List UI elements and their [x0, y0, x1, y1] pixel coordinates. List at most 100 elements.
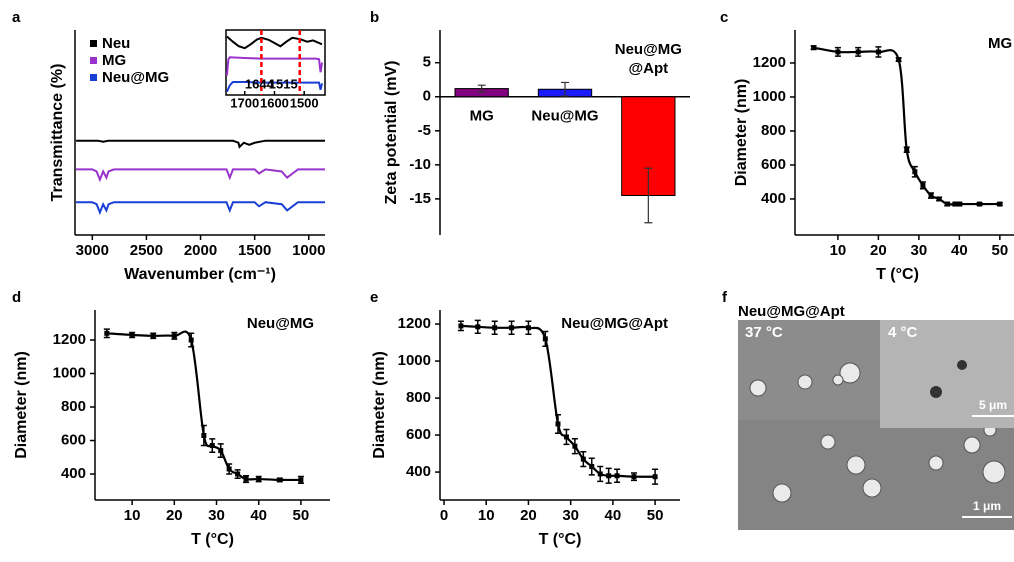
y-tick-label: 800 — [61, 398, 86, 415]
category-label-line: Neu@MG — [615, 41, 682, 58]
x-tick-label: 50 — [293, 507, 310, 524]
category-label-line: @Apt — [629, 60, 669, 77]
data-point — [952, 201, 958, 207]
x-tick-label: 40 — [605, 507, 622, 524]
x-tick-label: 0 — [440, 507, 448, 524]
data-point — [555, 421, 561, 427]
data-point — [277, 477, 283, 483]
particles — [749, 362, 1006, 503]
data-point — [875, 49, 881, 55]
y-tick-label: 1200 — [53, 331, 86, 348]
data-point — [492, 325, 498, 331]
y-tick-label: 600 — [761, 156, 786, 173]
data-point — [606, 473, 612, 479]
x-tick-label: 2500 — [130, 242, 163, 259]
x-tick-label: 20 — [520, 507, 537, 524]
panel-title: Neu@MG@Apt — [561, 315, 668, 332]
x-tick-label: 10 — [124, 507, 141, 524]
inset-image — [880, 320, 1014, 428]
y-axis-label: Transmittance (%) — [49, 64, 66, 202]
x-tick-label: 1500 — [238, 242, 271, 259]
legend-swatch — [90, 74, 97, 81]
data-point — [458, 323, 464, 329]
data-point — [589, 464, 595, 470]
particle — [957, 360, 967, 370]
x-tick-label: 20 — [166, 507, 183, 524]
data-point — [652, 474, 658, 480]
data-point — [896, 57, 902, 63]
y-tick-label: 1200 — [398, 315, 431, 332]
error-bar — [644, 167, 653, 224]
data-point — [597, 471, 603, 477]
x-tick-label: 50 — [647, 507, 664, 524]
x-tick-label: 2000 — [184, 242, 217, 259]
data-point — [475, 324, 481, 330]
y-tick-label: 800 — [406, 389, 431, 406]
y-axis-label: Zeta potential (mV) — [383, 60, 400, 204]
spectrum-line — [76, 139, 325, 149]
x-tick-label: 20 — [870, 242, 887, 259]
data-point — [572, 443, 578, 449]
panel-letter: d — [12, 289, 21, 306]
legend-swatch — [90, 57, 97, 64]
data-point — [209, 443, 215, 449]
marker-label: 1644 — [245, 76, 275, 91]
fit-line — [813, 46, 1000, 206]
panel-title: MG — [988, 35, 1012, 52]
spectrum-line — [76, 201, 325, 216]
y-tick-label: 600 — [61, 431, 86, 448]
y-tick-label: 5 — [423, 54, 431, 71]
legend-swatch — [90, 40, 97, 47]
y-tick-label: 400 — [61, 465, 86, 482]
panel: a Transmittance (%) Wavenumber (cm⁻¹) 3000 2… — [12, 9, 326, 283]
data-point — [104, 330, 110, 336]
data-point — [256, 476, 262, 482]
legend-label: MG — [102, 52, 126, 69]
data-point — [920, 182, 926, 188]
panel-letter: f — [722, 289, 728, 306]
inset-tick-label: 1600 — [260, 95, 289, 110]
data-point — [977, 201, 983, 207]
data-point — [243, 476, 249, 482]
error-bar — [477, 84, 486, 93]
legend-label: Neu@MG — [102, 69, 169, 86]
panel-letter: e — [370, 289, 378, 306]
y-axis-label: Diameter (nm) — [371, 351, 388, 459]
data-point — [580, 456, 586, 462]
image-panel: f Neu@MG@Apt 37 °C 4 °C 5 μm 1 μm — [722, 289, 1014, 530]
inset-tick-label: 1500 — [290, 95, 319, 110]
data-point — [936, 196, 942, 202]
data-point — [218, 448, 224, 454]
x-tick-label: 3000 — [76, 242, 109, 259]
x-axis-label: T (°C) — [539, 531, 582, 548]
inset-label: 4 °C — [888, 324, 918, 341]
data-point — [928, 193, 934, 199]
error-bar — [561, 81, 569, 97]
particle — [930, 386, 942, 398]
inset-line — [226, 35, 323, 50]
data-point — [904, 147, 910, 153]
data-point — [614, 473, 620, 479]
y-tick-label: 1200 — [753, 54, 786, 71]
data-point — [811, 45, 817, 51]
panel-letter: c — [720, 9, 728, 26]
panel-title: Neu@MG — [247, 315, 314, 332]
y-tick-label: 0 — [423, 88, 431, 105]
data-point — [298, 477, 304, 483]
data-point — [171, 333, 177, 339]
x-tick-label: 30 — [562, 507, 579, 524]
data-point — [150, 333, 156, 339]
y-tick-label: 400 — [406, 463, 431, 480]
x-axis-label: T (°C) — [191, 531, 234, 548]
data-point — [835, 49, 841, 55]
inset-tick-label: 1700 — [230, 95, 259, 110]
data-point — [188, 337, 194, 343]
x-tick-label: 1000 — [292, 242, 325, 259]
y-axis-label: Diameter (nm) — [733, 79, 750, 187]
marker-label: 1515 — [269, 76, 298, 91]
data-point — [855, 49, 861, 55]
x-tick-label: 40 — [951, 242, 968, 259]
data-point — [201, 432, 207, 438]
